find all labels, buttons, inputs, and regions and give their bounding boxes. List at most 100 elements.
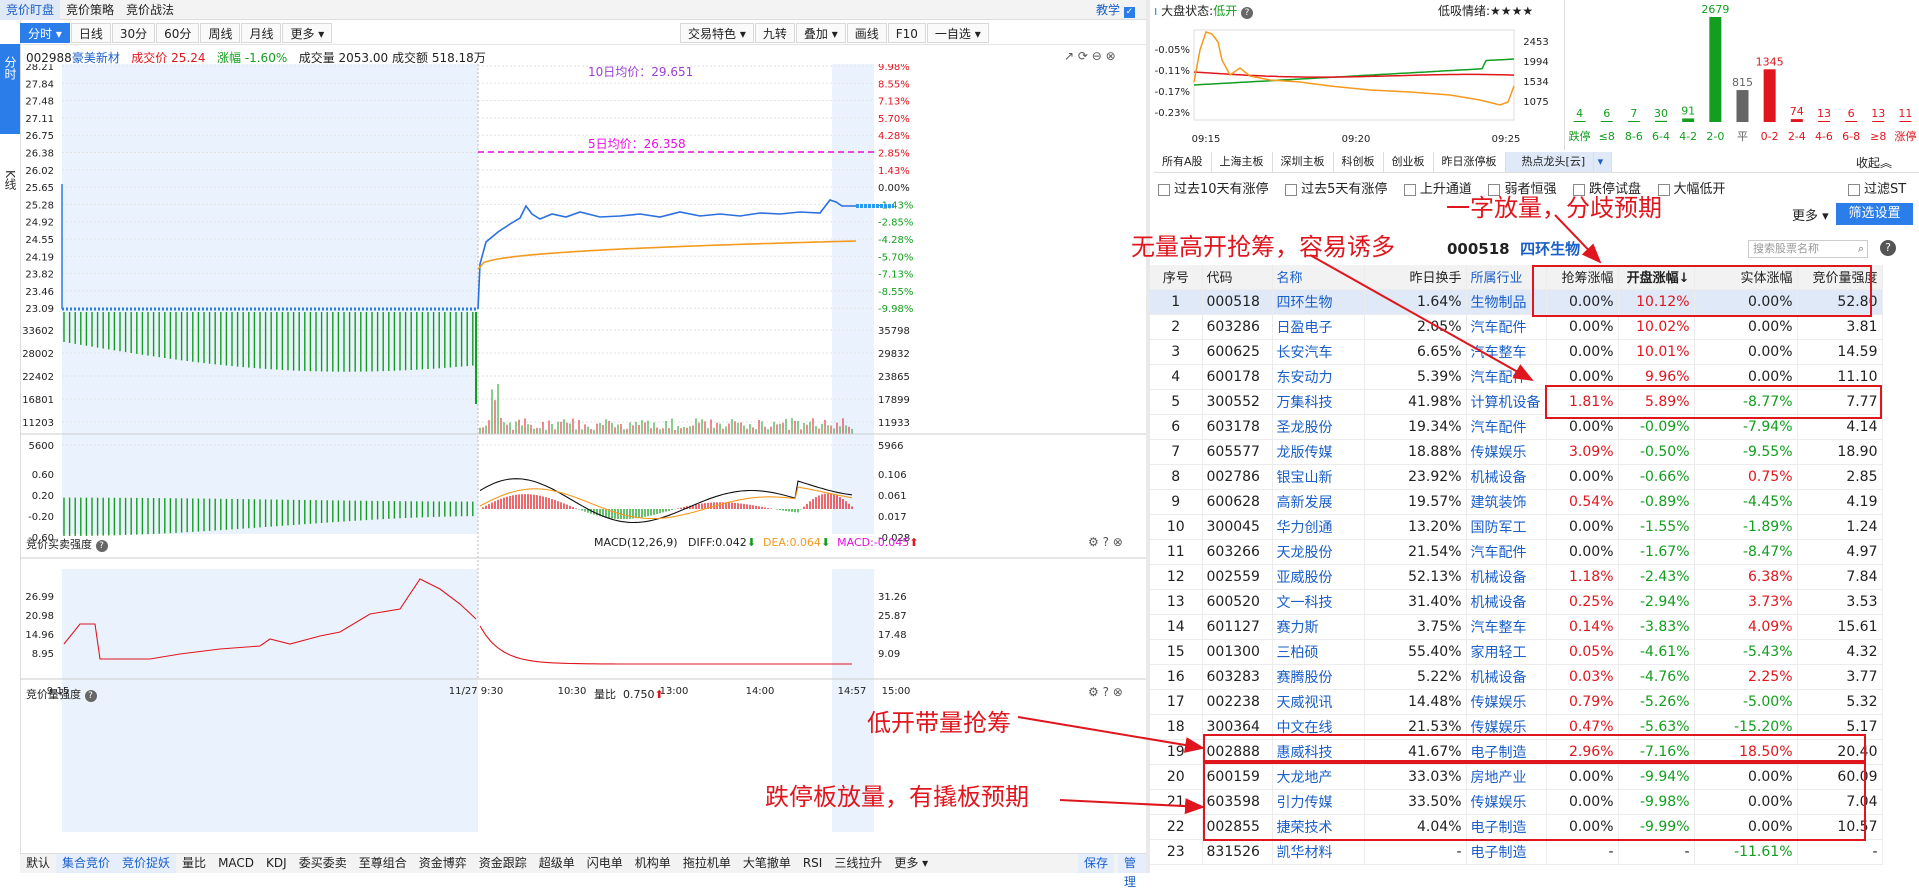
stock-search-input[interactable]: 搜索股票名称 ⌕ — [1748, 240, 1868, 258]
indicator-tab[interactable]: 机构单 — [629, 854, 677, 873]
overlay-dropdown[interactable]: 叠加 ▾ — [796, 23, 846, 43]
tab-yesterday-limit[interactable]: 昨日涨停板 — [1434, 152, 1506, 172]
period-month[interactable]: 月线 — [241, 23, 281, 43]
industry[interactable]: 机械设备 — [1466, 464, 1546, 489]
f10-button[interactable]: F10 — [888, 23, 926, 43]
collapse-button[interactable]: 收起︽ — [1856, 154, 1892, 171]
industry[interactable]: 国防军工 — [1466, 514, 1546, 539]
indicator-tab[interactable]: KDJ — [260, 854, 293, 873]
table-row[interactable]: 11 603266 天龙股份 21.54% 汽车配件 0.00% -1.67% -8.47% 4… — [1150, 539, 1882, 564]
minus-icon[interactable]: ⊖ — [1092, 49, 1102, 63]
stock-name[interactable]: 三柏硕 — [1272, 639, 1364, 664]
check-big-low-open[interactable]: 大幅低开 — [1658, 182, 1726, 197]
period-timeshare[interactable]: 分时 ▾ — [20, 23, 70, 43]
gear-icon[interactable]: ⚙ — [1088, 535, 1099, 549]
industry[interactable]: 汽车整车 — [1466, 339, 1546, 364]
indicator-tab[interactable]: 量比 — [176, 854, 212, 873]
table-row[interactable]: 15 001300 三柏硕 55.40% 家用轻工 0.05% -4.61% -5.43% 4.… — [1150, 639, 1882, 664]
table-row[interactable]: 17 002238 天威视讯 14.48% 传媒娱乐 0.79% -5.26% -5.00% 5… — [1150, 689, 1882, 714]
trade-feature-dropdown[interactable]: 交易特色 ▾ — [680, 23, 754, 43]
indicator-tab[interactable]: MACD — [212, 854, 260, 873]
close-icon[interactable]: ⊗ — [1113, 535, 1123, 549]
stock-name[interactable]: 高新发展 — [1272, 489, 1364, 514]
table-row[interactable]: 12 002559 亚威股份 52.13% 机械设备 1.18% -2.43% 6.38% 7.… — [1150, 564, 1882, 589]
industry[interactable]: 汽车配件 — [1466, 364, 1546, 389]
tab-sz-main[interactable]: 深圳主板 — [1273, 152, 1334, 172]
manage-button[interactable]: 管理 — [1118, 854, 1146, 873]
stock-name[interactable]: 龙版传媒 — [1272, 439, 1364, 464]
stock-name[interactable]: 赛力斯 — [1272, 614, 1364, 639]
table-row[interactable]: 2 603286 日盈电子 2.05% 汽车配件 0.00% 10.02% 0.00% 3.81 — [1150, 314, 1882, 339]
table-row[interactable]: 3 600625 长安汽车 6.65% 汽车整车 0.00% 10.01% 0.00% 14.5… — [1150, 339, 1882, 364]
industry[interactable]: 汽车配件 — [1466, 314, 1546, 339]
column-header[interactable]: 代码 — [1202, 265, 1272, 289]
table-row[interactable]: 14 601127 赛力斯 3.75% 汽车整车 0.14% -3.83% 4.09% 15.6… — [1150, 614, 1882, 639]
industry[interactable]: 汽车整车 — [1466, 614, 1546, 639]
watchlist-dropdown[interactable]: 一自选 ▾ — [927, 23, 989, 43]
refresh-icon[interactable]: ⟳ — [1078, 49, 1088, 63]
industry[interactable]: 机械设备 — [1466, 589, 1546, 614]
close-icon[interactable]: ⊗ — [1106, 49, 1116, 63]
table-row[interactable]: 10 300045 华力创通 13.20% 国防军工 0.00% -1.55% -1.89% 1… — [1150, 514, 1882, 539]
table-row[interactable]: 8 002786 银宝山新 23.92% 机械设备 0.00% -0.66% 0.75% 2.8… — [1150, 464, 1882, 489]
stock-name[interactable]: 天龙股份 — [1272, 539, 1364, 564]
help-icon[interactable]: ? — [1880, 240, 1896, 256]
industry[interactable]: 家用轻工 — [1466, 639, 1546, 664]
tab-sh-main[interactable]: 上海主板 — [1212, 152, 1273, 172]
industry[interactable]: 计算机设备 — [1466, 389, 1546, 414]
check-filter-st[interactable]: 过滤ST — [1848, 178, 1906, 197]
help-icon[interactable]: ? — [96, 540, 108, 552]
tab-star[interactable]: 科创板 — [1334, 152, 1384, 172]
stock-name[interactable]: 银宝山新 — [1272, 464, 1364, 489]
stock-name[interactable]: 圣龙股份 — [1272, 414, 1364, 439]
indicator-tab[interactable]: 拖拉机单 — [677, 854, 737, 873]
draw-line-button[interactable]: 画线 — [847, 23, 887, 43]
period-30m[interactable]: 30分 — [112, 23, 155, 43]
period-day[interactable]: 日线 — [71, 23, 111, 43]
column-header[interactable]: 名称 — [1272, 265, 1364, 289]
stock-name[interactable]: 赛腾股份 — [1272, 664, 1364, 689]
tab-bid-strategy[interactable]: 竞价策略 — [60, 0, 120, 20]
stock-name[interactable]: 东安动力 — [1272, 364, 1364, 389]
stock-name[interactable]: 万集科技 — [1272, 389, 1364, 414]
stock-name[interactable]: 华力创通 — [1272, 514, 1364, 539]
industry[interactable]: 机械设备 — [1466, 664, 1546, 689]
industry[interactable]: 传媒娱乐 — [1466, 689, 1546, 714]
stock-name[interactable]: 日盈电子 — [1272, 314, 1364, 339]
help-icon[interactable]: ? — [1241, 7, 1253, 19]
vtab-timeshare[interactable]: 分时 — [0, 44, 20, 134]
save-button[interactable]: 保存 — [1078, 854, 1114, 873]
indicator-tab[interactable]: 资金跟踪 — [473, 854, 533, 873]
filter-settings-button[interactable]: 筛选设置 — [1836, 203, 1913, 225]
industry[interactable]: 汽车配件 — [1466, 539, 1546, 564]
tab-hot-leader[interactable]: 热点龙头[云] ▾ — [1506, 152, 1613, 172]
indicator-tab[interactable]: 大笔撤单 — [737, 854, 797, 873]
help-icon[interactable]: ? — [1103, 685, 1109, 699]
stock-name[interactable]: 豪美新材 — [72, 51, 120, 65]
column-header[interactable]: 序号 — [1150, 265, 1202, 289]
vtab-kline[interactable]: K线 — [0, 170, 20, 210]
tab-bid-watch[interactable]: 竞价盯盘 — [0, 0, 60, 20]
indicator-tab[interactable]: 三线拉升 — [828, 854, 888, 873]
close-icon[interactable]: ⊗ — [1113, 685, 1123, 699]
period-week[interactable]: 周线 — [200, 23, 240, 43]
tab-all-a[interactable]: 所有A股 — [1154, 152, 1212, 172]
indicator-tab[interactable]: 默认 — [20, 854, 56, 873]
industry[interactable]: 传媒娱乐 — [1466, 439, 1546, 464]
indicator-tab[interactable]: 委买委卖 — [293, 854, 353, 873]
stock-name[interactable]: 四环生物 — [1272, 289, 1364, 314]
table-row[interactable]: 23 831526 凯华材料 - 电子制造 - - -11.61% - — [1150, 839, 1882, 864]
gear-icon[interactable]: ⚙ — [1088, 685, 1099, 699]
stock-name[interactable]: 凯华材料 — [1272, 839, 1364, 864]
period-60m[interactable]: 60分 — [156, 23, 199, 43]
indicator-tab[interactable]: 资金博弈 — [413, 854, 473, 873]
indicator-tab[interactable]: 至尊组合 — [353, 854, 413, 873]
table-row[interactable]: 9 600628 高新发展 19.57% 建筑装饰 0.54% -0.89% -4.45% 4.… — [1150, 489, 1882, 514]
table-row[interactable]: 7 605577 龙版传媒 18.88% 传媒娱乐 3.09% -0.50% -9.55% 18… — [1150, 439, 1882, 464]
indicator-tab[interactable]: RSI — [797, 854, 829, 873]
industry[interactable]: 建筑装饰 — [1466, 489, 1546, 514]
stock-name[interactable]: 亚威股份 — [1272, 564, 1364, 589]
table-row[interactable]: 13 600520 文一科技 31.40% 机械设备 0.25% -2.94% 3.73% 3.… — [1150, 589, 1882, 614]
industry[interactable]: 汽车配件 — [1466, 414, 1546, 439]
industry[interactable]: 机械设备 — [1466, 564, 1546, 589]
